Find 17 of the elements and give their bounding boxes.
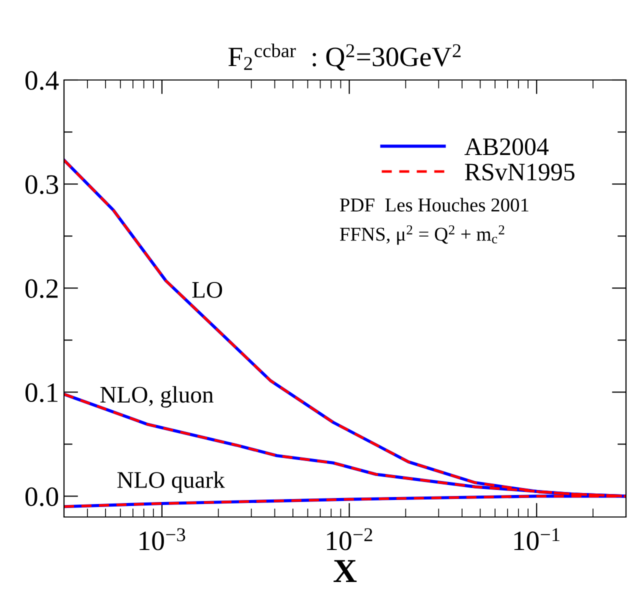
y-tick-label: 0.3 bbox=[25, 175, 58, 194]
legend-label: RSvN1995 bbox=[464, 164, 574, 181]
chart-title: F$_{2}$$^{ccbar}$ : Q$^{2}$=30GeV$^{2}$ bbox=[228, 44, 461, 71]
annotation: FFNS, μ$^{2}$ = Q$^{2}$ + m$_{c}$$^{2}$ bbox=[340, 225, 504, 245]
y-tick-label: 0.1 bbox=[25, 383, 58, 402]
annotation: NLO quark bbox=[117, 471, 225, 493]
y-tick-label: 0.2 bbox=[25, 279, 58, 298]
annotation: PDF Les Houches 2001 bbox=[340, 198, 528, 212]
x-tick-label: 10$^{−1}$ bbox=[514, 528, 560, 550]
legend-label: AB2004 bbox=[464, 138, 549, 156]
annotation: LO bbox=[192, 282, 222, 298]
annotation: NLO, gluon bbox=[100, 386, 214, 408]
x-axis-title: X bbox=[334, 560, 357, 582]
y-tick-label: 0.0 bbox=[25, 487, 58, 506]
x-tick-label: 10$^{−2}$ bbox=[327, 528, 372, 550]
x-tick-label: 10$^{−3}$ bbox=[140, 528, 186, 550]
y-tick-label: 0.4 bbox=[25, 71, 59, 90]
